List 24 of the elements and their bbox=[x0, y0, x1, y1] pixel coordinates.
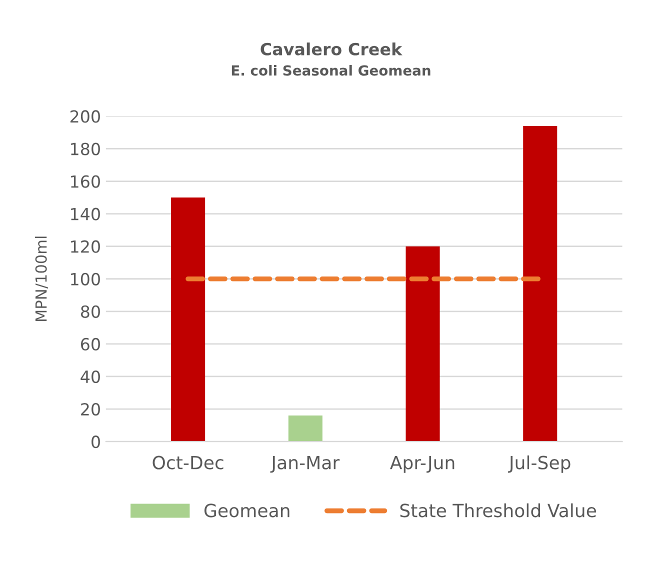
y-tick-label: 100 bbox=[71, 272, 100, 286]
legend-label: Geomean bbox=[204, 504, 290, 518]
x-tick-label: Jan-Mar bbox=[270, 456, 340, 473]
y-tick-label: 200 bbox=[70, 110, 100, 123]
chart-title: Cavalero Creek bbox=[260, 42, 402, 56]
bar bbox=[171, 198, 206, 442]
bar bbox=[523, 126, 558, 442]
y-tick-label: 0 bbox=[92, 436, 100, 448]
bar bbox=[406, 246, 440, 442]
bar bbox=[288, 416, 322, 442]
y-tick-label: 60 bbox=[81, 338, 100, 351]
chart-subtitle: E. coli Seasonal Geomean bbox=[232, 64, 430, 76]
y-tick-label: 160 bbox=[71, 175, 100, 188]
y-tick-label: 40 bbox=[80, 370, 100, 384]
y-tick-label: 140 bbox=[71, 208, 100, 220]
x-tick-label: Jul-Sep bbox=[508, 455, 570, 473]
x-tick-label: Apr-Jun bbox=[390, 456, 454, 473]
y-tick-label: 180 bbox=[71, 142, 100, 156]
y-tick-label: 20 bbox=[81, 402, 100, 416]
y-axis-title: MPN/100ml bbox=[35, 236, 48, 322]
x-tick-label: Oct-Dec bbox=[152, 456, 224, 470]
y-tick-label: 80 bbox=[80, 305, 100, 318]
legend-label: State Threshold Value bbox=[400, 503, 596, 518]
y-tick-label: 120 bbox=[71, 240, 100, 253]
